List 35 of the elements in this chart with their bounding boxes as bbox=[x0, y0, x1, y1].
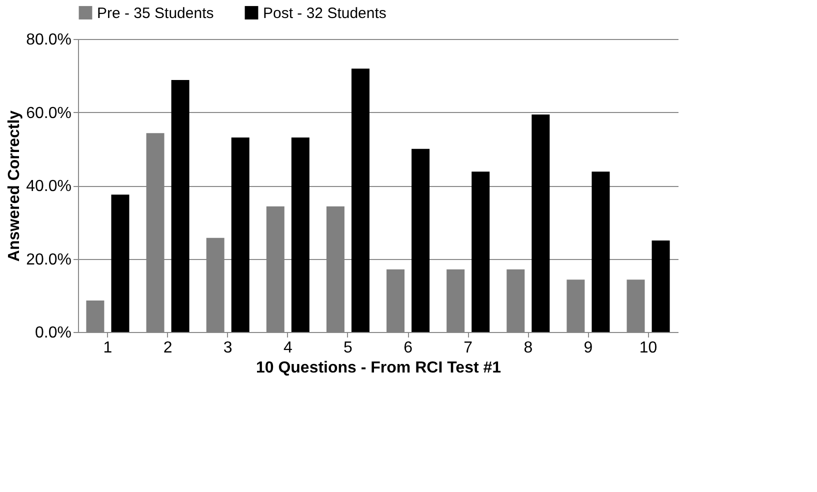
legend-label: Post - 32 Students bbox=[263, 4, 386, 22]
x-tick-label: 4 bbox=[283, 340, 292, 356]
bar bbox=[566, 280, 585, 332]
x-tick-label: 1 bbox=[103, 340, 112, 356]
x-tick-label: 2 bbox=[163, 340, 172, 356]
legend-label: Pre - 35 Students bbox=[97, 4, 214, 22]
bar bbox=[626, 280, 645, 332]
x-tick-label: 9 bbox=[584, 340, 593, 356]
x-tick-label: 6 bbox=[404, 340, 413, 356]
x-tick-label: 10 bbox=[639, 340, 658, 356]
bar bbox=[472, 172, 490, 332]
bar bbox=[532, 114, 550, 332]
bar bbox=[386, 269, 405, 332]
bar bbox=[231, 138, 250, 332]
bar bbox=[171, 80, 190, 332]
bar bbox=[446, 269, 465, 332]
y-tick-label: 0.0% bbox=[35, 324, 72, 342]
bar bbox=[111, 194, 130, 332]
bar bbox=[412, 148, 430, 332]
bar bbox=[291, 138, 310, 332]
y-tick-label: 20.0% bbox=[26, 251, 72, 268]
y-tick-label: 60.0% bbox=[26, 104, 72, 122]
x-tick-label: 3 bbox=[223, 340, 232, 356]
bar bbox=[86, 300, 104, 332]
bar bbox=[351, 68, 370, 332]
y-tick-label: 40.0% bbox=[26, 178, 72, 195]
x-axis-title: 10 Questions - From RCI Test #1 bbox=[256, 360, 502, 376]
x-tick-label: 8 bbox=[524, 340, 533, 356]
bar bbox=[652, 240, 670, 332]
x-tick-label: 5 bbox=[344, 340, 353, 356]
bar bbox=[506, 269, 525, 332]
x-tick-label: 7 bbox=[464, 340, 473, 356]
bar bbox=[592, 172, 610, 332]
y-axis-title: Answered Correctly bbox=[6, 110, 24, 262]
y-tick-label: 80.0% bbox=[26, 32, 72, 48]
